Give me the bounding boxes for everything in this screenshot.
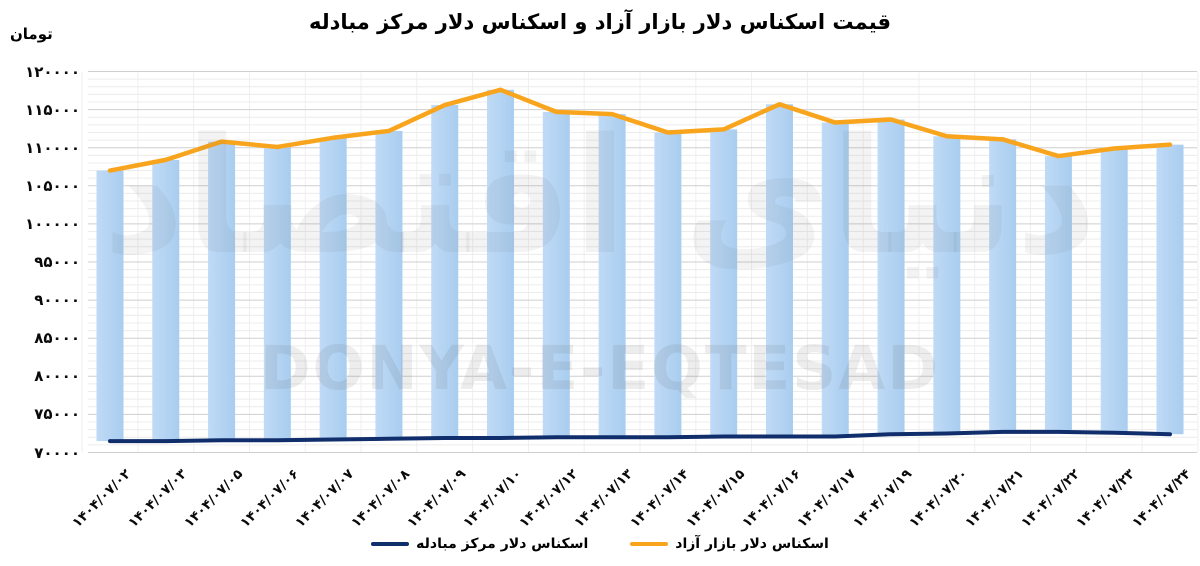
y-tick-label: ۱۲۰۰۰۰: [25, 62, 80, 81]
price-range-bar: [319, 137, 347, 440]
y-tick-label: ۸۰۰۰۰: [34, 367, 80, 386]
legend-item-free-market: اسکناس دلار بازار آزاد: [630, 536, 829, 552]
y-tick-label: ۹۵۰۰۰: [34, 253, 80, 271]
price-range-bar: [710, 129, 738, 437]
legend-label-exchange-center: اسکناس دلار مرکز مبادله: [416, 536, 589, 552]
free-market-line: [107, 87, 1173, 173]
price-range-bar: [1156, 144, 1184, 435]
price-range-bar: [208, 141, 236, 441]
price-range-bar: [821, 122, 849, 437]
price-range-bar: [263, 146, 291, 441]
legend-item-exchange-center: اسکناس دلار مرکز مبادله: [371, 536, 588, 552]
price-range-bar: [152, 159, 180, 442]
legend-line-swatch-navy: [371, 542, 410, 546]
price-range-bar: [933, 136, 961, 434]
y-tick-label: ۷۰۰۰۰: [34, 443, 80, 462]
price-range-bar: [765, 104, 793, 437]
gridlines-group: [81, 71, 1199, 453]
exchange-center-line: [108, 429, 1172, 444]
y-tick-label: ۷۵۰۰۰: [34, 405, 80, 424]
price-range-bar: [1100, 148, 1128, 433]
y-tick-label: ۱۰۰۰۰۰: [25, 214, 80, 233]
y-tick-label: ۱۱۰۰۰۰: [25, 138, 80, 157]
legend: اسکناس دلار مرکز مبادله اسکناس دلار بازا…: [0, 536, 1200, 552]
y-tick-label: ۹۰۰۰۰: [34, 291, 80, 310]
lines-group: [107, 87, 1173, 444]
price-range-bar: [431, 105, 459, 439]
price-range-bar: [542, 111, 570, 438]
y-tick-label: ۱۱۵۰۰۰: [25, 100, 80, 119]
price-range-bar: [654, 132, 682, 438]
bars-group: [96, 89, 1184, 442]
y-tick-label: ۱۰۵۰۰۰: [25, 176, 80, 195]
price-range-bar: [989, 139, 1017, 432]
price-range-bar: [487, 89, 515, 439]
legend-label-free-market: اسکناس دلار بازار آزاد: [675, 536, 829, 552]
price-range-bar: [598, 114, 626, 438]
y-axis-unit-label: تومان: [10, 25, 53, 43]
y-tick-label: ۸۵۰۰۰: [34, 329, 80, 348]
price-range-bar: [1044, 156, 1072, 432]
price-range-bar: [375, 130, 403, 439]
legend-line-swatch-orange: [630, 542, 669, 546]
chart-title: قیمت اسکناس دلار بازار آزاد و اسکناس دلا…: [308, 10, 892, 34]
price-range-bar: [96, 170, 124, 442]
price-range-bar: [877, 119, 905, 435]
